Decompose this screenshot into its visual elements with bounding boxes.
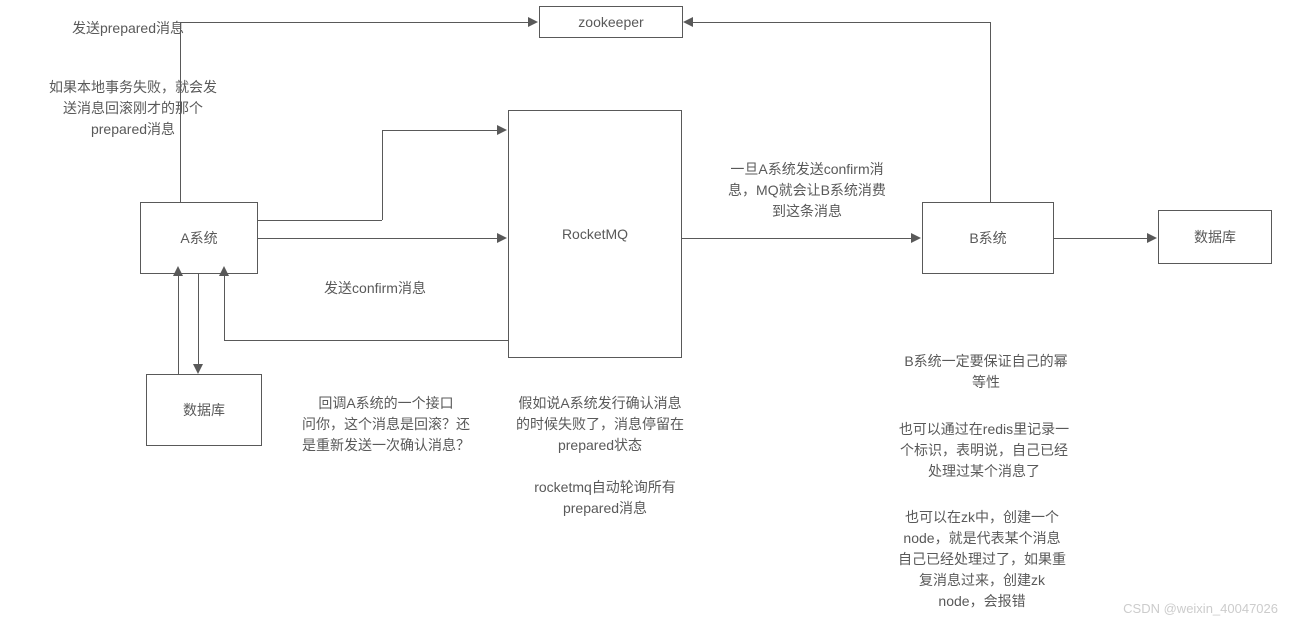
edge-a-to-zk-h xyxy=(180,22,532,23)
edge-a-to-mq1-h2 xyxy=(382,130,500,131)
edge-dbl-to-a-v xyxy=(178,274,179,374)
edge-a-to-dbl-v xyxy=(198,274,199,372)
edge-a-to-mq1-h1 xyxy=(258,220,382,221)
zookeeper-node: zookeeper xyxy=(539,6,683,38)
edge-a-to-mq2-h xyxy=(258,238,500,239)
edge-dbl-to-a-arrow-up xyxy=(173,266,183,276)
rocketmq-note2-label: rocketmq自动轮询所有 prepared消息 xyxy=(515,456,695,519)
rollback-msg-label: 如果本地事务失败，就会发 送消息回滚刚才的那个 prepared消息 xyxy=(28,56,238,140)
edge-mq-to-a-v xyxy=(224,274,225,341)
db-left-label: 数据库 xyxy=(183,400,225,420)
rocketmq-node: RocketMQ xyxy=(508,110,682,358)
edge-a-to-mq2-arrow xyxy=(497,233,507,243)
a-system-label: A系统 xyxy=(180,228,217,248)
db-right-node: 数据库 xyxy=(1158,210,1272,264)
edge-b-to-dbr-arrow xyxy=(1147,233,1157,243)
zookeeper-label: zookeeper xyxy=(578,14,643,30)
callback-msg-label: 回调A系统的一个接口 问你，这个消息是回滚？还 是重新发送一次确认消息？ xyxy=(286,372,486,456)
b-system-node: B系统 xyxy=(922,202,1054,274)
b-idempotent-label: B系统一定要保证自己的幂 等性 xyxy=(886,330,1086,393)
b-system-label: B系统 xyxy=(969,228,1006,248)
edge-mq-to-b-arrow xyxy=(911,233,921,243)
rocketmq-label: RocketMQ xyxy=(562,226,628,242)
zk-note-label: 也可以在zk中，创建一个 node，就是代表某个消息 自己已经处理过了，如果重 … xyxy=(882,486,1082,612)
edge-a-to-zk-v xyxy=(180,22,181,202)
send-confirm-label: 发送confirm消息 xyxy=(300,278,450,299)
edge-mq-to-b-h xyxy=(682,238,914,239)
watermark-label: CSDN @weixin_40047026 xyxy=(1123,601,1278,616)
a-system-node: A系统 xyxy=(140,202,258,274)
rocketmq-note1-label: 假如说A系统发行确认消息 的时候失败了，消息停留在 prepared状态 xyxy=(500,372,700,456)
edge-b-to-zk-arrow xyxy=(683,17,693,27)
edge-mq-to-a-arrow xyxy=(219,266,229,276)
edge-a-to-mq1-arrow xyxy=(497,125,507,135)
once-confirm-label: 一旦A系统发送confirm消 息，MQ就会让B系统消费 到这条消息 xyxy=(712,138,902,222)
edge-b-to-zk-h xyxy=(690,22,990,23)
db-right-label: 数据库 xyxy=(1194,227,1236,247)
edge-a-to-dbl-arrow-down xyxy=(193,364,203,374)
edge-a-to-mq1-v xyxy=(382,130,383,220)
edge-mq-to-a-h xyxy=(224,340,508,341)
edge-b-to-zk-v xyxy=(990,22,991,202)
edge-b-to-dbr-h xyxy=(1054,238,1150,239)
db-left-node: 数据库 xyxy=(146,374,262,446)
redis-note-label: 也可以通过在redis里记录一 个标识，表明说，自己已经 处理过某个消息了 xyxy=(874,398,1094,482)
edge-a-to-zk-arrow xyxy=(528,17,538,27)
